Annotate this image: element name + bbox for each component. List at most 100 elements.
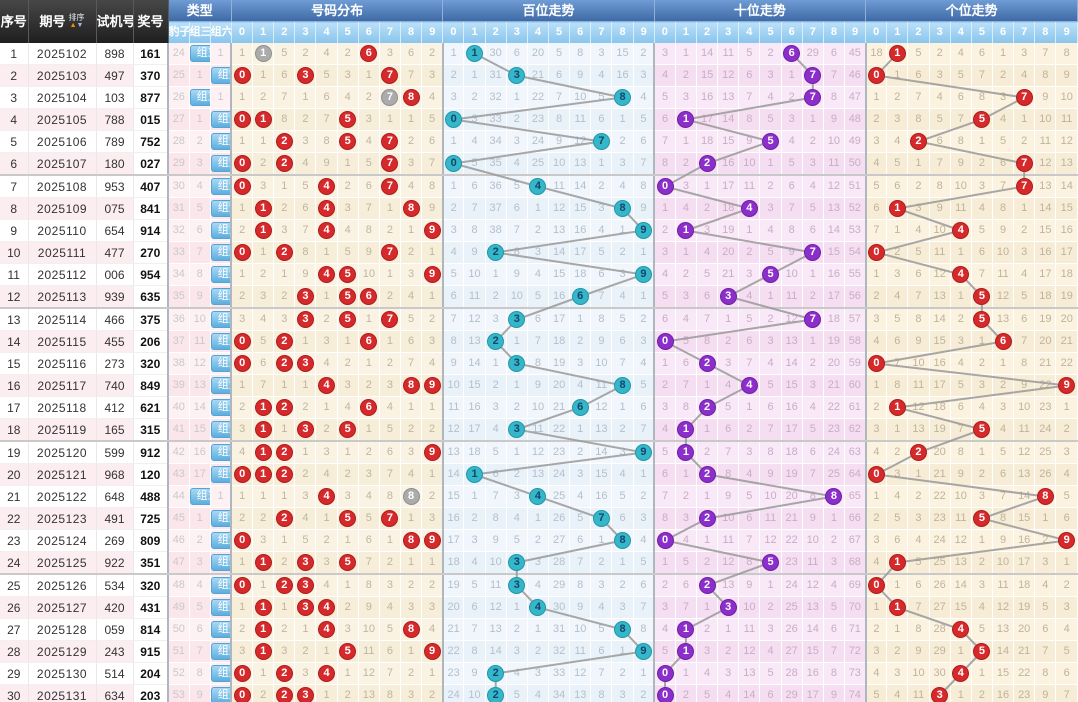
zu6-cell: 组六 xyxy=(210,374,232,397)
prize-number-cell: 370 xyxy=(133,64,169,87)
table-row: 112025112006954348组六12194510139510194151… xyxy=(0,263,1078,286)
period-cell: 2025118 xyxy=(28,396,97,419)
sort-desc-icon[interactable]: ▼ xyxy=(76,22,84,29)
subheader-fenbu-digit-9: 9 xyxy=(421,21,444,43)
shi-cell: 12 xyxy=(717,551,740,575)
ge-cell: 4 xyxy=(1055,463,1078,486)
ge-cell: 11 xyxy=(950,197,972,220)
fenbu-cell: 6 xyxy=(315,86,338,109)
hit-circle: 2 xyxy=(487,687,505,702)
bai-cell: 3 xyxy=(506,352,528,375)
bai-cell: 1 xyxy=(590,529,613,552)
bai-cell: 2 xyxy=(485,684,507,702)
ge-cell: 18 xyxy=(1034,285,1057,309)
bai-cell: 10 xyxy=(441,374,465,397)
bai-cell: 14 xyxy=(485,640,507,663)
shi-cell: 4 xyxy=(675,308,698,331)
shi-cell: 6 xyxy=(738,64,761,87)
bai-cell: 10 xyxy=(463,684,486,702)
hit-circle: 1 xyxy=(254,466,272,483)
shi-cell: 1 xyxy=(717,618,740,641)
shi-cell: 21 xyxy=(781,507,803,530)
subheader-ge-digit-0: 0 xyxy=(865,21,888,43)
shi-cell: 6 xyxy=(823,618,846,641)
shi-cell: 2 xyxy=(696,197,719,220)
zu3-cell: 5 xyxy=(189,596,211,619)
fenbu-cell: 8 xyxy=(400,374,423,397)
shi-cell: 1 xyxy=(696,374,719,397)
table-row: 262025127420431495组六11134294332061214309… xyxy=(0,596,1078,619)
subheader-fenbu-digit-3: 3 xyxy=(294,21,317,43)
ge-cell: 3 xyxy=(971,485,993,508)
shi-cell: 20 xyxy=(781,485,803,508)
ge-cell: 11 xyxy=(950,507,972,530)
hit-circle: 8 xyxy=(1036,488,1054,505)
fenbu-cell: 2 xyxy=(337,175,359,198)
fenbu-cell: 2 xyxy=(294,463,317,486)
bai-cell: 2 xyxy=(569,330,592,353)
fenbu-cell: 2 xyxy=(294,43,317,65)
hit-circle: 5 xyxy=(973,111,991,128)
ge-cell: 1 xyxy=(886,396,909,419)
ge-cell: 3 xyxy=(992,86,1015,109)
hit-circle: 3 xyxy=(296,355,314,372)
sort-control[interactable]: 排序 ▲▼ xyxy=(69,14,85,30)
baozi-miss-cell: 43 xyxy=(166,463,190,486)
ge-cell: 3 xyxy=(992,396,1015,419)
table-row: 1420251154552063711组六0521316163813217182… xyxy=(0,330,1078,353)
shi-cell: 4 xyxy=(653,618,676,641)
bai-cell: 4 xyxy=(611,285,634,309)
test-number-cell: 497 xyxy=(96,64,134,87)
bai-cell: 6 xyxy=(569,529,592,552)
shi-cell: 6 xyxy=(823,43,846,65)
ge-cell: 5 xyxy=(992,441,1015,464)
type-tag: 组六 xyxy=(210,599,231,616)
shi-cell: 17 xyxy=(717,175,740,198)
hit-circle: 2 xyxy=(275,577,293,594)
bai-cell: 3 xyxy=(506,64,528,87)
fenbu-cell: 1 xyxy=(294,441,317,464)
bai-cell: 2 xyxy=(633,43,655,65)
zu6-cell: 组六 xyxy=(210,285,232,309)
bai-cell: 8 xyxy=(611,197,634,220)
ge-cell: 7 xyxy=(971,64,993,87)
fenbu-cell: 8 xyxy=(273,108,296,131)
ge-cell: 6 xyxy=(907,263,930,286)
fenbu-cell: 1 xyxy=(230,551,254,575)
fenbu-cell: 3 xyxy=(230,640,254,663)
ge-cell: 6 xyxy=(1055,662,1078,685)
hit-circle: 1 xyxy=(677,421,695,438)
shi-cell: 49 xyxy=(844,130,867,153)
bai-cell: 30 xyxy=(548,596,571,619)
bai-cell: 23 xyxy=(527,108,550,131)
period-cell: 2025122 xyxy=(28,485,97,508)
bai-cell: 13 xyxy=(590,418,613,442)
shi-cell: 1 xyxy=(675,441,698,464)
ge-cell: 6 xyxy=(1013,308,1036,331)
bai-cell: 5 xyxy=(633,551,655,575)
shi-cell: 2 xyxy=(759,596,782,619)
shi-cell: 8 xyxy=(781,219,803,242)
fenbu-cell: 3 xyxy=(294,596,317,619)
fenbu-cell: 1 xyxy=(230,263,254,286)
ge-cell: 7 xyxy=(1055,684,1078,702)
zu3-cell: 1 xyxy=(189,507,211,530)
ge-cell: 27 xyxy=(929,596,951,619)
shi-cell: 4 xyxy=(759,640,782,663)
fenbu-cell: 1 xyxy=(400,108,423,131)
fenbu-cell: 1 xyxy=(337,662,359,685)
shi-cell: 0 xyxy=(653,330,676,353)
ge-cell: 2 xyxy=(864,396,888,419)
ge-cell: 21 xyxy=(929,463,951,486)
shi-cell: 2 xyxy=(802,285,824,309)
fenbu-cell: 9 xyxy=(421,441,444,464)
bai-cell: 2 xyxy=(485,662,507,685)
prize-number-cell: 351 xyxy=(133,551,169,575)
hit-circle: 6 xyxy=(571,288,589,305)
bai-cell: 6 xyxy=(611,507,634,530)
zu3-cell: 7 xyxy=(189,241,211,264)
ge-cell: 8 xyxy=(950,441,972,464)
shi-cell: 18 xyxy=(823,308,846,331)
shi-cell: 13 xyxy=(717,574,740,597)
sort-asc-icon[interactable]: ▲ xyxy=(69,22,77,29)
